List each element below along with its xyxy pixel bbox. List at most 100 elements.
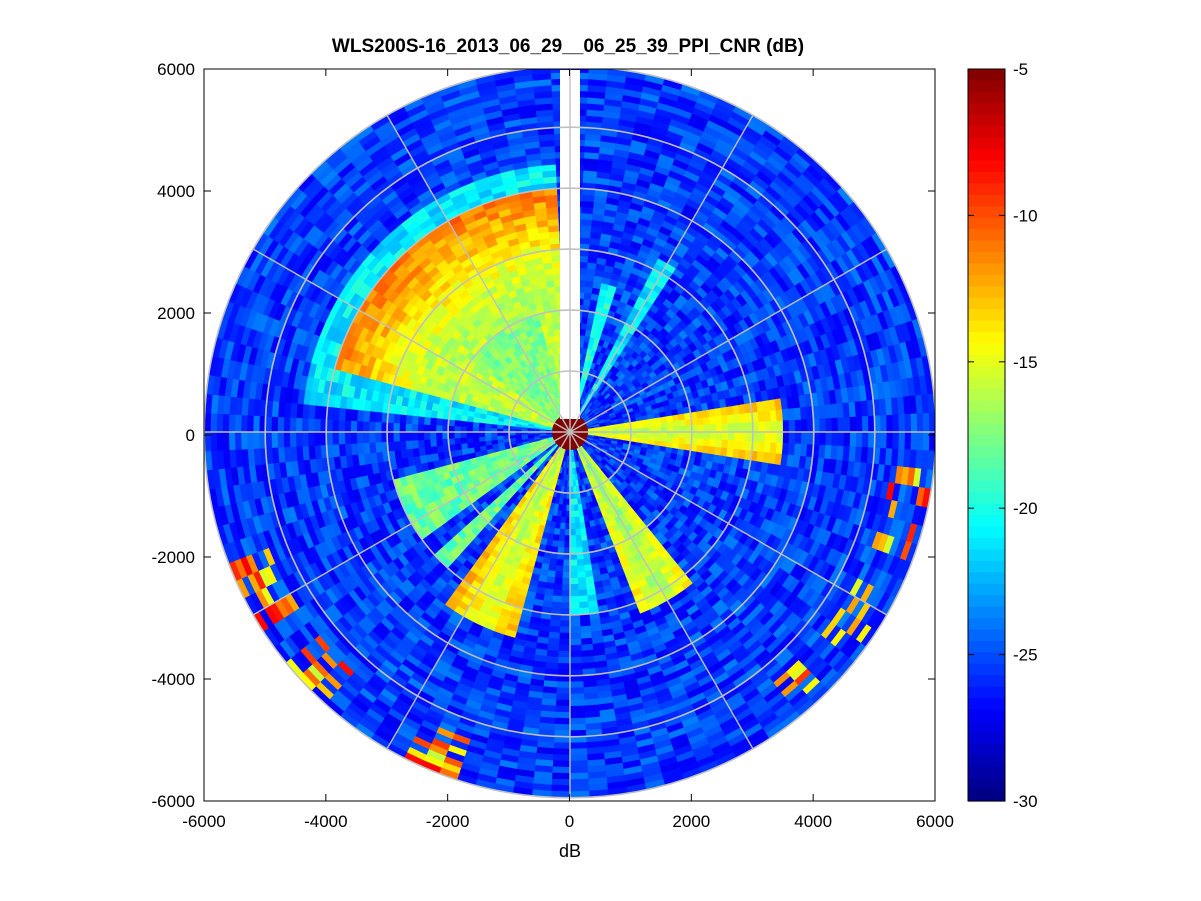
heatmap-cell — [569, 644, 582, 652]
heatmap-cell — [764, 421, 772, 433]
heatmap-cell — [490, 435, 498, 441]
heatmap-cell — [558, 644, 571, 652]
heatmap-cell — [398, 431, 406, 442]
heatmap-cell — [757, 411, 766, 423]
heatmap-cell — [374, 431, 382, 443]
heatmap-cell — [721, 415, 729, 425]
heatmap-cell — [405, 431, 413, 441]
heatmap-cell — [574, 516, 580, 524]
heatmap-cell — [673, 431, 681, 439]
heatmap-cell — [703, 424, 711, 433]
heatmap-cell — [368, 421, 376, 433]
heatmap-cell — [660, 436, 668, 443]
heatmap-cell — [429, 424, 437, 433]
heatmap-cell — [678, 413, 686, 421]
heatmap-cell — [666, 420, 674, 428]
heatmap-cell — [553, 328, 561, 337]
heatmap-cell — [672, 414, 680, 422]
heatmap-cell — [576, 558, 585, 567]
heatmap-cell — [757, 441, 766, 453]
heatmap-cell — [800, 419, 809, 433]
heatmap-cell — [554, 571, 564, 579]
heatmap-cell — [776, 420, 784, 433]
heatmap-cell — [581, 540, 589, 548]
heatmap-cell — [569, 681, 584, 689]
heatmap-cell — [660, 426, 668, 433]
heatmap-cell — [569, 626, 581, 634]
heatmap-cell — [758, 431, 766, 443]
heatmap-cell — [672, 420, 680, 427]
heatmap-cell — [721, 423, 729, 433]
heatmap-cell — [453, 431, 461, 439]
heatmap-cell — [794, 419, 802, 433]
heatmap-cell — [466, 436, 474, 444]
heatmap-cell — [648, 422, 656, 429]
heatmap-cell — [579, 521, 586, 530]
heatmap-cell — [819, 431, 827, 446]
heatmap-cell — [453, 437, 462, 445]
heatmap-cell — [734, 431, 742, 442]
heatmap-cell — [562, 559, 571, 567]
heatmap-cell — [405, 414, 413, 425]
heatmap-cell — [447, 431, 455, 439]
heatmap-cell — [696, 417, 705, 426]
heatmap-cell — [569, 620, 581, 628]
heatmap-cell — [466, 441, 475, 449]
heatmap-cell — [459, 431, 467, 439]
heatmap-cell — [709, 416, 717, 426]
heatmap-cell — [417, 439, 425, 449]
heatmap-cell — [447, 425, 455, 433]
heatmap-cell — [770, 420, 778, 433]
heatmap-cell — [558, 638, 571, 646]
heatmap-cell — [770, 431, 778, 444]
heatmap-cell — [579, 230, 592, 239]
heatmap-cell — [667, 431, 674, 438]
heatmap-cell — [721, 431, 729, 441]
heatmap-cell — [561, 589, 571, 597]
heatmap-cell — [460, 437, 468, 444]
heatmap-cell — [665, 415, 674, 423]
heatmap-cell — [411, 423, 419, 433]
heatmap-cell — [776, 431, 784, 444]
heatmap-cell — [579, 527, 587, 536]
heatmap-cell — [405, 423, 413, 433]
heatmap-cell — [350, 420, 358, 433]
heatmap-cell — [697, 431, 705, 440]
heatmap-cell — [727, 423, 735, 433]
heatmap-cell — [569, 565, 578, 573]
heatmap-cell — [472, 436, 480, 443]
heatmap-cell — [569, 583, 579, 591]
heatmap-cell — [368, 410, 377, 423]
heatmap-cell — [549, 619, 561, 628]
heatmap-cell — [703, 431, 711, 440]
heatmap-cell — [423, 423, 431, 433]
heatmap-cell — [331, 419, 340, 433]
heatmap-cell — [435, 438, 444, 447]
heatmap-cell — [573, 504, 579, 512]
heatmap-cell — [764, 431, 772, 443]
heatmap-cell — [678, 419, 687, 427]
heatmap-cell — [356, 431, 364, 444]
heatmap-cell — [569, 516, 576, 524]
heatmap-cell — [392, 422, 400, 433]
heatmap-cell — [557, 540, 565, 549]
heatmap-cell — [484, 435, 492, 442]
heatmap-cell — [338, 431, 346, 445]
heatmap-cell — [782, 420, 790, 433]
heatmap-cell — [569, 656, 583, 664]
heatmap-cell — [472, 441, 481, 448]
heatmap-cell — [734, 422, 742, 433]
heatmap-cell — [478, 426, 486, 433]
heatmap-cell — [727, 431, 735, 441]
heatmap-cell — [763, 410, 772, 423]
heatmap-cell — [466, 431, 473, 438]
heatmap-cell — [563, 541, 571, 549]
heatmap-cell — [569, 589, 579, 597]
heatmap-cell — [393, 440, 401, 451]
heatmap-cell — [569, 662, 583, 671]
chart-title: WLS200S-16_2013_06_29__06_25_39_PPI_CNR … — [332, 36, 804, 57]
heatmap-cell — [559, 626, 571, 634]
heatmap-cell — [429, 438, 437, 448]
heatmap-cell — [560, 596, 571, 604]
heatmap-cell — [435, 431, 443, 440]
